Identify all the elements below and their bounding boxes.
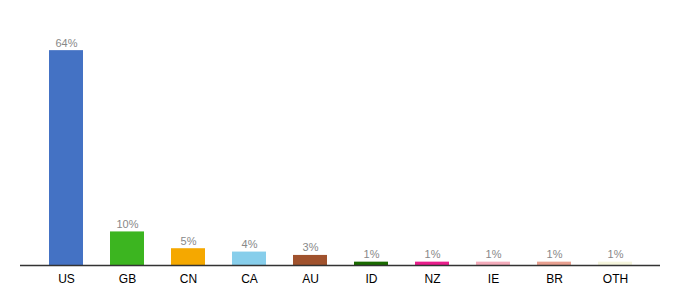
svg-text:1%: 1%: [486, 248, 502, 260]
svg-text:GB: GB: [119, 272, 136, 286]
svg-text:5%: 5%: [181, 235, 197, 247]
svg-text:AU: AU: [302, 272, 319, 286]
svg-text:4%: 4%: [242, 238, 258, 250]
svg-text:1%: 1%: [425, 248, 441, 260]
svg-text:OTH: OTH: [603, 272, 628, 286]
svg-text:1%: 1%: [364, 248, 380, 260]
svg-text:IE: IE: [488, 272, 499, 286]
svg-text:3%: 3%: [303, 241, 319, 253]
svg-text:BR: BR: [546, 272, 563, 286]
svg-text:CA: CA: [241, 272, 258, 286]
svg-text:CN: CN: [180, 272, 197, 286]
svg-text:64%: 64%: [55, 37, 77, 49]
svg-text:1%: 1%: [547, 248, 563, 260]
svg-text:1%: 1%: [608, 248, 624, 260]
svg-text:US: US: [58, 272, 75, 286]
svg-text:NZ: NZ: [425, 272, 441, 286]
svg-text:10%: 10%: [116, 218, 138, 230]
svg-text:ID: ID: [366, 272, 378, 286]
